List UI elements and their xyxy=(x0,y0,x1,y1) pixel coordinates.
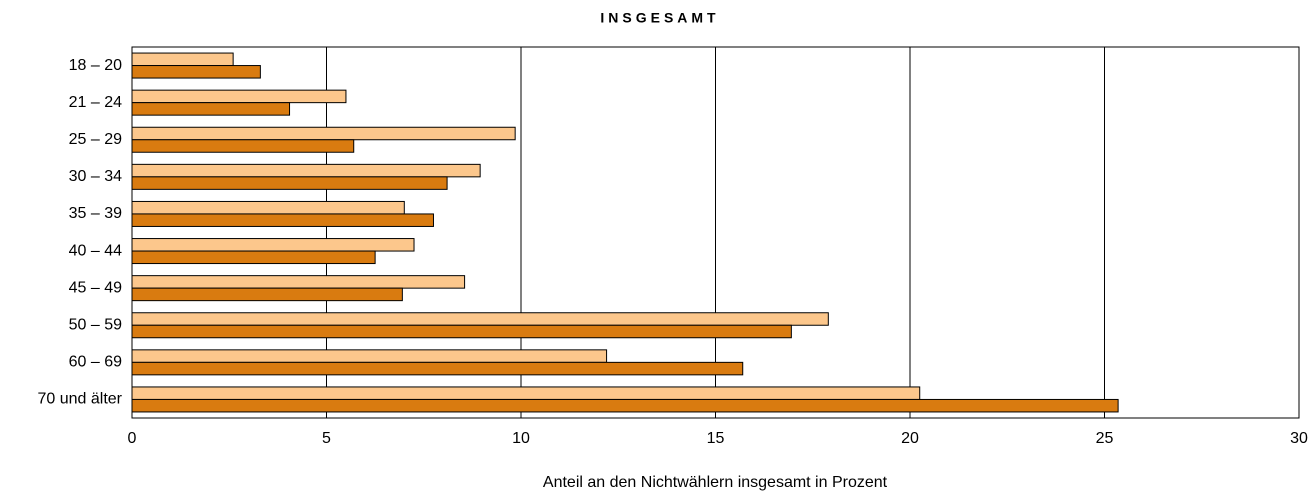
x-tick-label: 25 xyxy=(1096,430,1114,447)
x-tick-label: 20 xyxy=(901,430,919,447)
x-tick-label: 15 xyxy=(707,430,725,447)
bar xyxy=(131,386,921,400)
bar xyxy=(131,213,434,227)
y-tick-label: 30 – 34 xyxy=(69,168,122,185)
y-tick-label: 70 und älter xyxy=(37,391,122,408)
bar xyxy=(131,238,415,252)
x-tick-label: 5 xyxy=(322,430,331,447)
plot-frame xyxy=(131,46,1300,419)
bar xyxy=(131,250,376,265)
bar xyxy=(131,89,347,104)
bar xyxy=(131,361,744,376)
bar xyxy=(131,324,792,339)
bar xyxy=(131,312,829,326)
chart-title: INSGESAMT xyxy=(600,10,719,26)
y-tick-label: 45 – 49 xyxy=(69,279,122,296)
bar xyxy=(131,349,608,363)
bar xyxy=(131,398,1119,413)
y-tick-label: 60 – 69 xyxy=(69,354,122,371)
x-tick-label: 10 xyxy=(512,430,530,447)
bar xyxy=(131,176,448,190)
bar xyxy=(131,275,466,289)
bar xyxy=(131,163,481,178)
y-tick-label: 40 – 44 xyxy=(69,242,122,259)
y-tick-label: 21 – 24 xyxy=(69,94,122,111)
y-tick-label: 25 – 29 xyxy=(69,131,122,148)
bar xyxy=(131,65,261,79)
bar xyxy=(131,287,403,302)
bar xyxy=(131,126,516,141)
bar xyxy=(131,52,234,67)
x-tick-label: 0 xyxy=(128,430,137,447)
x-axis-label: Anteil an den Nichtwählern insgesamt in … xyxy=(543,474,888,491)
bar xyxy=(131,200,405,215)
x-tick-label: 30 xyxy=(1290,430,1308,447)
y-tick-label: 18 – 20 xyxy=(69,57,122,74)
bar xyxy=(131,102,291,116)
y-tick-label: 50 – 59 xyxy=(69,316,122,333)
y-tick-label: 35 – 39 xyxy=(69,205,122,222)
bar xyxy=(131,139,355,153)
